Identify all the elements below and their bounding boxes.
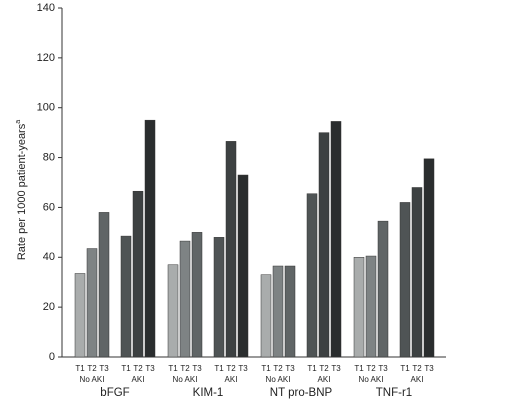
group-label: No AKI	[173, 375, 198, 384]
series-label: T3	[424, 364, 434, 373]
bar	[399, 202, 411, 358]
bar	[98, 212, 110, 358]
group-label: No AKI	[266, 375, 291, 384]
group-label: No AKI	[359, 375, 384, 384]
series-label: T2	[412, 364, 422, 373]
series-label: T3	[192, 364, 202, 373]
series-label: T3	[285, 364, 295, 373]
bar	[191, 232, 203, 358]
series-label: T1	[121, 364, 131, 373]
series-label: T1	[75, 364, 85, 373]
category-label: TNF-r1	[376, 387, 412, 399]
group-label: AKI	[318, 375, 331, 384]
series-label: T3	[331, 364, 341, 373]
series-label: T3	[238, 364, 248, 373]
series-label: T3	[378, 364, 388, 373]
series-label: T1	[214, 364, 224, 373]
bar	[284, 265, 296, 358]
bar	[179, 240, 191, 358]
bar	[423, 158, 435, 358]
series-label: T2	[133, 364, 143, 373]
bar	[272, 265, 284, 358]
series-label: T1	[168, 364, 178, 373]
y-tick-label: 0	[49, 351, 55, 363]
bar	[120, 235, 132, 358]
bar	[132, 190, 144, 358]
bar	[377, 220, 389, 358]
bar	[86, 248, 98, 358]
bar	[353, 257, 365, 358]
bar	[411, 187, 423, 358]
series-label: T3	[99, 364, 109, 373]
series-label: T1	[307, 364, 317, 373]
group-label: AKI	[132, 375, 145, 384]
group-label: No AKI	[80, 375, 105, 384]
bar	[330, 121, 342, 358]
series-label: T1	[261, 364, 271, 373]
category-label: NT pro-BNP	[270, 387, 333, 399]
series-label: T2	[180, 364, 190, 373]
bar	[306, 193, 318, 358]
category-label: bFGF	[100, 387, 129, 399]
bar	[318, 132, 330, 358]
bar	[237, 174, 249, 358]
series-label: T2	[273, 364, 283, 373]
y-tick-label: 40	[43, 251, 55, 263]
bar	[167, 264, 179, 358]
y-tick-label: 100	[37, 102, 55, 114]
y-axis-label: Rate per 1000 patient-yearsa	[15, 120, 28, 260]
bar	[225, 141, 237, 358]
series-label: T2	[226, 364, 236, 373]
series-label: T1	[354, 364, 364, 373]
series-label: T1	[400, 364, 410, 373]
y-axis-label-note: a	[15, 120, 22, 124]
bar	[144, 119, 156, 358]
series-label: T2	[87, 364, 97, 373]
bar	[365, 255, 377, 358]
category-label: KIM-1	[193, 387, 224, 399]
y-tick-label: 120	[37, 52, 55, 64]
y-axis-label-text: Rate per 1000 patient-years	[16, 123, 28, 260]
series-label: T2	[366, 364, 376, 373]
bar	[260, 274, 272, 358]
y-tick-label: 60	[43, 201, 55, 213]
bar	[74, 273, 86, 358]
group-label: AKI	[411, 375, 424, 384]
y-tick-label: 80	[43, 151, 55, 163]
group-label: AKI	[225, 375, 238, 384]
series-label: T3	[145, 364, 155, 373]
bar	[213, 237, 225, 358]
y-tick-label: 20	[43, 301, 55, 313]
series-label: T2	[319, 364, 329, 373]
y-tick-label: 140	[37, 2, 55, 14]
